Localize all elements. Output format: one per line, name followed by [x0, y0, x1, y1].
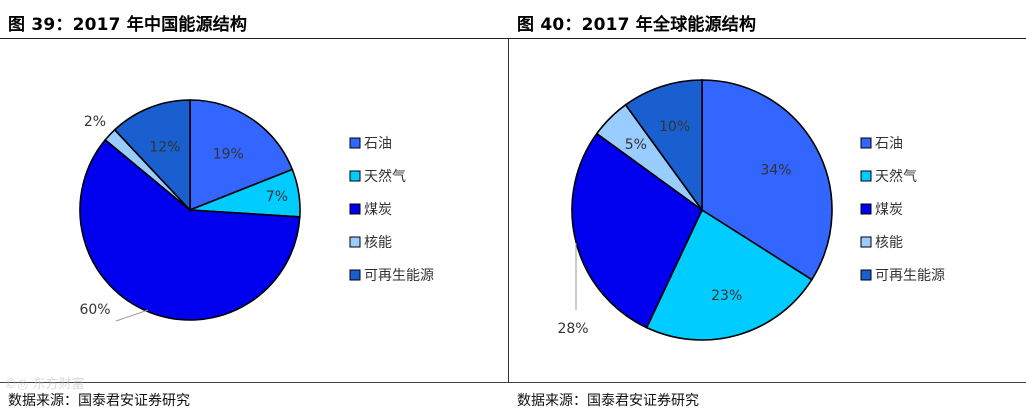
slice-label: 7% — [266, 189, 288, 205]
slice-label: 12% — [149, 140, 180, 156]
legend-swatch — [860, 170, 872, 182]
legend-swatch — [349, 236, 361, 248]
slice-label: 60% — [79, 302, 110, 318]
slice-label: 28% — [557, 321, 588, 337]
top-rule — [0, 38, 508, 39]
legend-label: 石油 — [875, 136, 903, 152]
leader-line — [115, 309, 149, 322]
slice-label: 5% — [625, 137, 647, 153]
legend-label: 石油 — [364, 136, 392, 152]
pie-slice-5 — [624, 79, 703, 213]
bottom-rule — [509, 382, 1026, 383]
legend-label: 天然气 — [364, 168, 406, 185]
pie-slice-2 — [645, 208, 813, 341]
legend-label: 煤炭 — [875, 202, 903, 218]
bottom-rule — [0, 382, 508, 383]
slice-label: 2% — [84, 114, 106, 130]
chart-title: 图 39：2017 年中国能源结构 — [8, 15, 248, 35]
legend-swatch — [860, 236, 872, 248]
pie-slice-3 — [571, 132, 704, 329]
pie-slice-1 — [189, 99, 294, 212]
chart-title: 图 40：2017 年全球能源结构 — [517, 15, 757, 35]
legend-swatch — [349, 137, 361, 149]
slice-label: 19% — [213, 147, 244, 163]
panel-divider — [508, 38, 509, 383]
legend-swatch — [860, 137, 872, 149]
pie-slice-3 — [79, 138, 301, 321]
legend-swatch — [349, 203, 361, 215]
legend-label: 天然气 — [875, 168, 917, 185]
slice-label: 34% — [760, 162, 791, 178]
pie-slice-5 — [113, 99, 191, 213]
source-note: 数据来源：国泰君安证券研究 — [517, 393, 699, 409]
source-note: 数据来源：国泰君安证券研究 — [8, 393, 190, 409]
legend-label: 煤炭 — [364, 202, 392, 218]
top-rule — [509, 38, 1026, 39]
legend-label: 可再生能源 — [875, 268, 945, 284]
chart-panel-china: 图 39：2017 年中国能源结构 19% 7% 60% 2% 12% 石油天然气煤炭核能… — [0, 0, 508, 412]
legend-swatch — [349, 269, 361, 281]
legend-swatch — [860, 203, 872, 215]
watermark-text: ©◎ 东方财富 — [4, 377, 85, 392]
legend-swatch — [860, 269, 872, 281]
legend-label: 可再生能源 — [364, 268, 434, 284]
legend-label: 核能 — [364, 235, 392, 251]
slice-label: 10% — [659, 119, 690, 135]
chart-panel-global: 图 40：2017 年全球能源结构 34% 23% 28% 5% 10% 石油天然气煤炭核… — [509, 0, 1026, 412]
slice-label: 23% — [711, 288, 742, 304]
legend-swatch — [349, 170, 361, 182]
legend-label: 核能 — [875, 235, 903, 251]
